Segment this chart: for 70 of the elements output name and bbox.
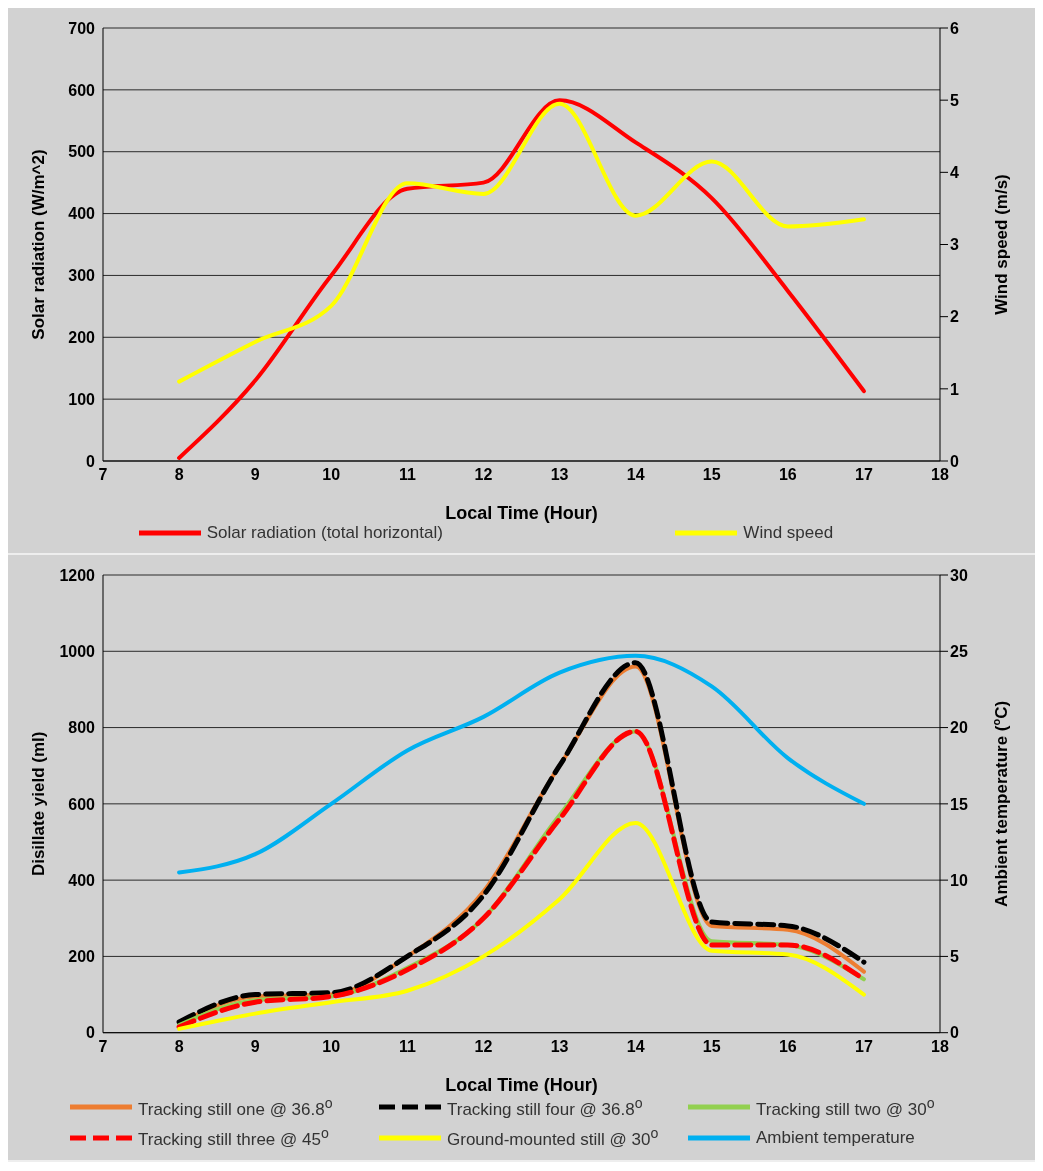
- x-tick-label: 14: [626, 466, 645, 484]
- x-tick-label: 11: [398, 466, 416, 484]
- legend-label: Solar radiation (total horizontal): [206, 523, 443, 543]
- y2-tick-label: 10: [950, 871, 968, 889]
- x-tick-label: 7: [98, 1038, 108, 1056]
- x-tick-label: 10: [322, 466, 341, 484]
- x-tick-label: 17: [855, 466, 873, 484]
- y-axis-title: Disillate yield (ml): [29, 731, 49, 877]
- x-tick-label: 10: [322, 1038, 341, 1056]
- x-tick-label: 17: [855, 1038, 873, 1056]
- y-tick-label: 0: [86, 452, 96, 470]
- y2-tick-label: 0: [950, 1024, 959, 1042]
- x-tick-label: 12: [474, 1038, 493, 1056]
- line-series: [177, 653, 866, 875]
- x-tick-label: 9: [250, 466, 260, 484]
- x-tick-label: 18: [931, 466, 949, 484]
- x-tick-label: 14: [626, 1038, 645, 1056]
- legend-label: Ambient temperature: [756, 1127, 915, 1148]
- y-tick-label: 400: [68, 871, 96, 889]
- y-tick-label: 800: [68, 719, 96, 737]
- x-tick-label: 15: [702, 1038, 721, 1056]
- y2-tick-label: 15: [950, 795, 968, 813]
- y2-tick-label: 20: [950, 719, 968, 737]
- line-series: [177, 101, 866, 384]
- y2-tick-label: 5: [950, 948, 959, 966]
- legend-label: Tracking still four @ 36.8$^{o}$: [447, 1094, 643, 1120]
- x-tick-label: 8: [174, 1038, 184, 1056]
- y2-tick-label: 25: [950, 642, 968, 660]
- y2-tick-label: 2: [950, 308, 959, 326]
- y2-axis-title: Wind speed (m/s): [992, 174, 1012, 315]
- y-axis-title: Solar radiation (W/m^2): [29, 149, 49, 340]
- legend-label: Tracking still one @ 36.8$^{o}$: [138, 1094, 333, 1120]
- y-tick-label: 600: [68, 795, 96, 813]
- legend-label: Tracking still three @ 45$^{o}$: [138, 1125, 329, 1150]
- x-tick-label: 16: [778, 1038, 797, 1056]
- y-tick-label: 100: [68, 390, 96, 408]
- y2-tick-label: 1: [950, 380, 959, 398]
- y-tick-label: 500: [68, 143, 96, 161]
- y-tick-label: 200: [68, 948, 96, 966]
- line-series: [177, 820, 866, 1031]
- x-tick-label: 13: [550, 1038, 569, 1056]
- legend-label: Wind speed: [743, 523, 834, 543]
- y2-tick-label: 5: [950, 91, 959, 109]
- y-tick-label: 400: [68, 205, 96, 223]
- x-tick-label: 8: [174, 466, 184, 484]
- y-tick-label: 300: [68, 267, 96, 285]
- x-axis-title: Local Time (Hour): [445, 1074, 598, 1095]
- y-tick-label: 600: [68, 81, 96, 99]
- y-tick-label: 200: [68, 328, 96, 346]
- x-tick-label: 7: [98, 466, 108, 484]
- x-tick-label: 18: [931, 1038, 949, 1056]
- x-tick-label: 13: [550, 466, 569, 484]
- y2-tick-label: 30: [950, 566, 968, 584]
- x-tick-label: 9: [250, 1038, 260, 1056]
- x-tick-label: 11: [398, 1038, 416, 1056]
- x-axis-title: Local Time (Hour): [445, 503, 598, 523]
- legend-label: Ground-mounted still @ 30$^{o}$: [447, 1125, 659, 1150]
- y2-tick-label: 4: [950, 164, 959, 182]
- legend-label: Tracking still two @ 30$^{o}$: [756, 1094, 935, 1120]
- y2-tick-label: 6: [950, 19, 959, 37]
- x-tick-label: 16: [778, 466, 797, 484]
- line-series: [177, 98, 866, 460]
- y-tick-label: 1200: [59, 566, 96, 584]
- y-tick-label: 1000: [59, 642, 96, 660]
- x-tick-label: 15: [702, 466, 721, 484]
- y2-tick-label: 0: [950, 452, 959, 470]
- x-tick-label: 12: [474, 466, 493, 484]
- y-tick-label: 0: [86, 1024, 96, 1042]
- y2-tick-label: 3: [950, 236, 959, 254]
- y-tick-label: 700: [68, 19, 96, 37]
